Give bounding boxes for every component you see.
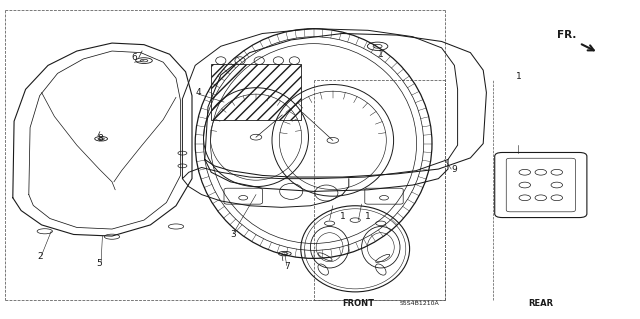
- Text: 3: 3: [231, 230, 236, 239]
- Text: 1: 1: [378, 50, 383, 59]
- Text: FRONT: FRONT: [342, 299, 374, 308]
- Text: S5S4B1210A: S5S4B1210A: [399, 300, 439, 306]
- Text: 7: 7: [284, 262, 289, 271]
- Text: FR.: FR.: [557, 30, 576, 40]
- Text: 6: 6: [132, 53, 137, 62]
- Text: 8: 8: [97, 134, 102, 143]
- Text: 9: 9: [452, 165, 457, 174]
- Text: 1: 1: [365, 212, 371, 221]
- Bar: [211, 64, 301, 120]
- Text: 5: 5: [97, 259, 102, 268]
- Text: 1: 1: [516, 72, 521, 81]
- Text: REAR: REAR: [528, 299, 554, 308]
- Text: 4: 4: [196, 88, 201, 97]
- Text: 1: 1: [340, 212, 345, 221]
- Text: 2: 2: [37, 252, 42, 261]
